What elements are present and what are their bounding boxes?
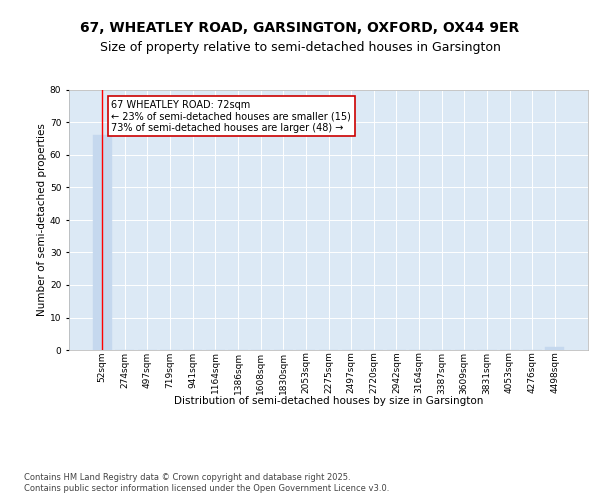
- Text: Contains HM Land Registry data © Crown copyright and database right 2025.
Contai: Contains HM Land Registry data © Crown c…: [24, 472, 389, 494]
- Bar: [545, 347, 565, 350]
- X-axis label: Distribution of semi-detached houses by size in Garsington: Distribution of semi-detached houses by …: [174, 396, 483, 406]
- Text: Size of property relative to semi-detached houses in Garsington: Size of property relative to semi-detach…: [100, 41, 500, 54]
- Y-axis label: Number of semi-detached properties: Number of semi-detached properties: [37, 124, 47, 316]
- Text: 67 WHEATLEY ROAD: 72sqm
← 23% of semi-detached houses are smaller (15)
73% of se: 67 WHEATLEY ROAD: 72sqm ← 23% of semi-de…: [111, 100, 351, 133]
- Text: 67, WHEATLEY ROAD, GARSINGTON, OXFORD, OX44 9ER: 67, WHEATLEY ROAD, GARSINGTON, OXFORD, O…: [80, 20, 520, 34]
- Bar: [92, 136, 112, 350]
